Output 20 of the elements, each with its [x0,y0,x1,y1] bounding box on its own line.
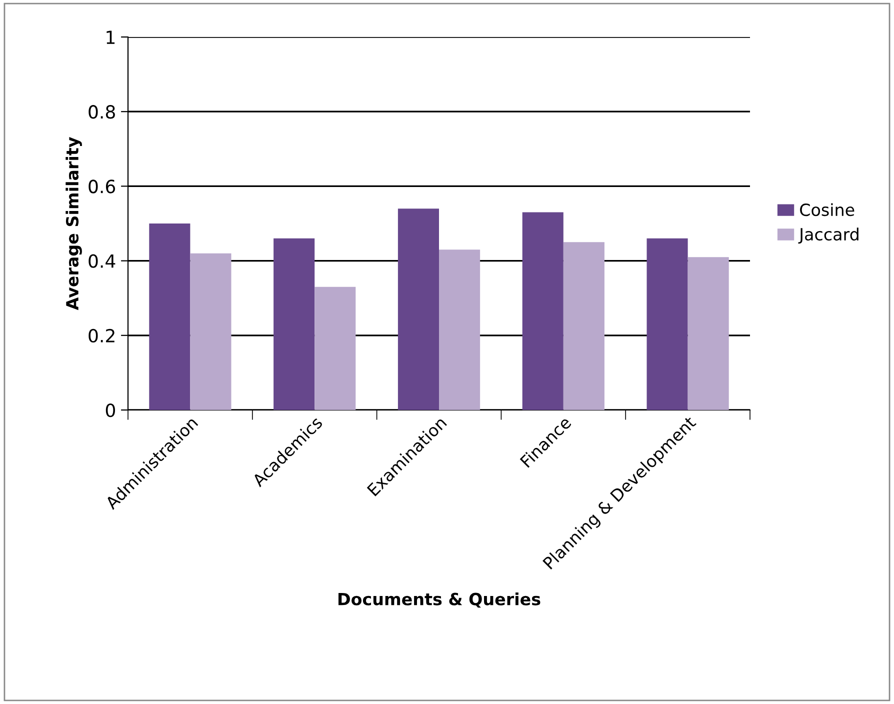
x-axis-title: Documents & Queries [338,592,540,608]
legend-label: Cosine [800,203,854,216]
y-tick-label: 0.6 [88,180,116,194]
y-tick-label: 0 [106,403,115,418]
bar [190,253,232,410]
y-tick-label: 0.4 [88,254,116,268]
bar [688,257,729,410]
bar [646,238,688,410]
y-tick-label: 0.2 [88,328,114,343]
bar [314,286,356,410]
y-tick-label: 0.8 [88,105,115,119]
bar [522,212,564,410]
bar [274,238,315,410]
bar [149,224,190,410]
bar [439,250,480,410]
y-tick-label: 1 [106,30,115,44]
bar [398,208,439,410]
legend-label: Jaccard [798,228,858,244]
bar [563,242,604,410]
y-axis-title: Average Similarity [66,137,82,310]
